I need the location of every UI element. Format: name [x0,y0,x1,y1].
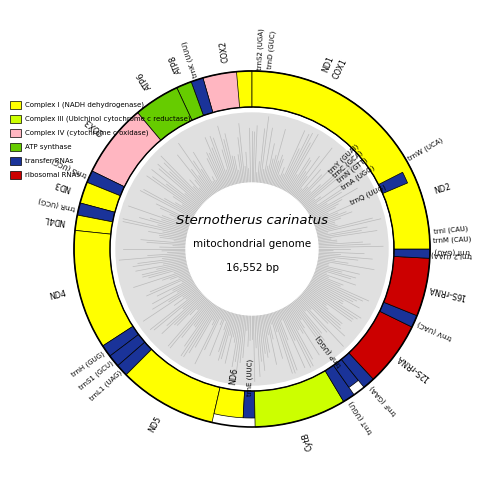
Wedge shape [384,256,430,316]
Text: 16S-rRNA: 16S-rRNA [428,284,467,301]
Wedge shape [243,391,255,418]
Text: mitochondrial genome: mitochondrial genome [193,239,311,249]
Text: trnK (UUU): trnK (UUU) [182,40,199,78]
Text: COX2: COX2 [218,39,230,63]
Text: Complex III (Ubichinol cytochrome c reductase): Complex III (Ubichinol cytochrome c redu… [25,116,190,122]
Text: COX3: COX3 [83,115,106,136]
Wedge shape [87,171,124,196]
Wedge shape [356,134,382,158]
Wedge shape [272,73,376,147]
Wedge shape [254,371,344,427]
Wedge shape [349,311,412,379]
Wedge shape [92,113,160,187]
Wedge shape [378,166,428,232]
Text: trnS1 (GCU): trnS1 (GCU) [78,359,115,391]
Text: ND4L: ND4L [43,213,66,226]
Wedge shape [394,246,430,255]
Wedge shape [236,71,252,107]
Text: 16,552 bp: 16,552 bp [226,263,278,273]
Wedge shape [394,249,430,258]
Text: trnM (CAU): trnM (CAU) [432,236,471,245]
Wedge shape [378,172,408,193]
Circle shape [116,113,388,385]
Wedge shape [254,71,264,107]
Wedge shape [342,353,374,387]
Wedge shape [361,140,388,166]
Wedge shape [380,302,417,327]
Bar [10,101,21,109]
Wedge shape [74,231,133,346]
Text: Complex I (NADH dehydrogenase): Complex I (NADH dehydrogenase) [25,102,144,108]
Text: trnR (UCG): trnR (UCG) [38,197,76,211]
Wedge shape [177,82,204,120]
Wedge shape [262,72,274,108]
Text: trnI (CAU): trnI (CAU) [434,225,468,235]
Circle shape [186,183,318,315]
Text: ATP6: ATP6 [136,70,154,91]
Text: trnG (UCC): trnG (UCC) [50,157,88,178]
Text: COX1: COX1 [331,57,348,81]
Text: trnA (UGG): trnA (UGG) [340,164,376,191]
Wedge shape [102,327,139,356]
Wedge shape [78,203,115,222]
Bar [10,143,21,151]
Text: trnQ (UUG): trnQ (UUG) [349,184,387,206]
Text: ND3: ND3 [53,178,72,192]
Wedge shape [367,150,396,174]
Text: ND6: ND6 [228,367,240,385]
Text: ATP synthase: ATP synthase [25,144,72,150]
Text: transfer RNAs: transfer RNAs [25,158,73,164]
Text: trnP (UGG): trnP (UGG) [315,334,343,368]
Text: ND5: ND5 [147,414,163,433]
Text: trnE (UUC): trnE (UUC) [246,358,254,396]
Text: trnW (UCA): trnW (UCA) [406,136,444,162]
Text: trnL2 (UAA): trnL2 (UAA) [432,250,472,258]
Text: Complex IV (cytochrome c oxidase): Complex IV (cytochrome c oxidase) [25,130,148,136]
Text: trnY (GUAI): trnY (GUAI) [327,143,360,175]
Wedge shape [138,87,192,140]
Bar [10,115,21,123]
Text: trnV (UAC): trnV (UAC) [416,320,453,341]
Text: trnS2 (UGA): trnS2 (UGA) [256,28,265,70]
Wedge shape [393,227,430,239]
Text: trnL1 (UAG): trnL1 (UAG) [88,369,123,402]
Text: trnf (GAU): trnf (GAU) [434,248,470,254]
Text: ND2: ND2 [433,182,452,196]
Wedge shape [72,69,432,429]
Wedge shape [334,359,358,388]
Text: ND4: ND4 [48,289,67,302]
Wedge shape [350,127,376,152]
Wedge shape [252,71,430,249]
Wedge shape [191,78,213,116]
Bar [10,171,21,179]
Text: trnD (GUC): trnD (GUC) [266,31,276,69]
Text: trnC (GCA): trnC (GCA) [332,150,364,179]
Text: ND1: ND1 [321,55,336,74]
Wedge shape [203,71,252,112]
Wedge shape [80,182,120,212]
Bar [10,129,21,137]
Wedge shape [118,342,152,375]
Wedge shape [126,349,220,422]
Text: 12S-rRNA: 12S-rRNA [394,353,431,383]
Text: trnN (GTT): trnN (GTT) [336,157,369,184]
Text: Sternotherus carinatus: Sternotherus carinatus [176,215,328,228]
Wedge shape [394,237,430,247]
Wedge shape [372,155,409,182]
Text: trnT (UGU): trnT (UGU) [348,399,374,434]
Wedge shape [325,365,354,402]
Bar [10,157,21,165]
Text: CytB: CytB [300,431,314,452]
Text: trnH (GUG): trnH (GUG) [70,350,106,378]
Wedge shape [110,334,145,366]
Wedge shape [75,215,112,234]
Wedge shape [214,387,244,418]
Text: trnF (GAA): trnF (GAA) [368,384,398,416]
Text: ribosomal RNAs: ribosomal RNAs [25,172,80,178]
Text: ATP8: ATP8 [168,54,184,75]
